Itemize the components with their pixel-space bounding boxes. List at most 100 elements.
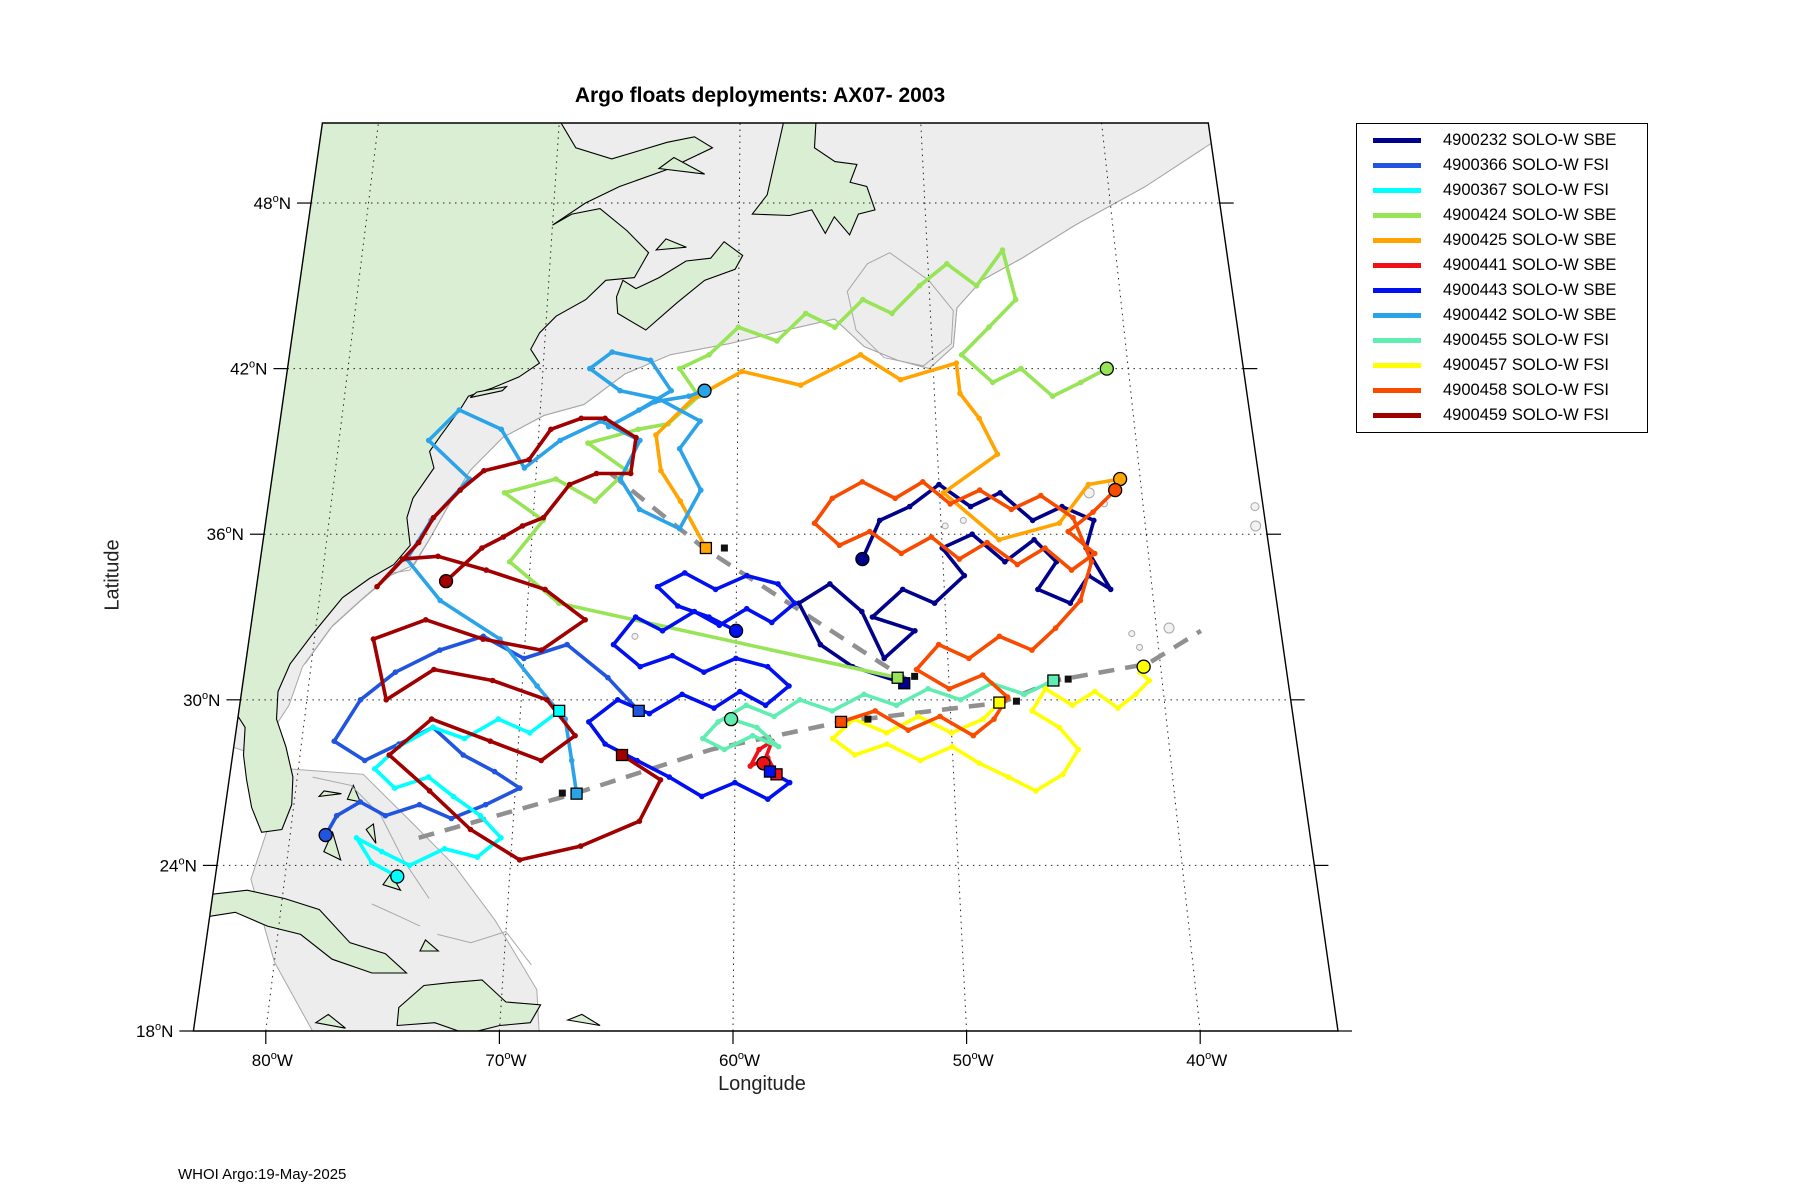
land-polygon: [615, 240, 744, 331]
legend-label: 4900424 SOLO-W SBE: [1443, 206, 1617, 224]
legend-item-4900425: 4900425 SOLO-W SBE: [1357, 228, 1647, 253]
legend-label: 4900232 SOLO-W SBE: [1443, 131, 1617, 149]
deploy-marker-4900458: [834, 715, 848, 729]
legend-box: 4900232 SOLO-W SBE 4900366 SOLO-W FSI 4900…: [1356, 123, 1648, 433]
bathymetry-contour: [304, 569, 410, 665]
bathymetry-contour: [371, 903, 421, 927]
legend-item-4900458: 4900458 SOLO-W FSI: [1357, 378, 1647, 403]
deploy-marker-4900443: [763, 765, 777, 778]
ship-deploy-mark: [1012, 697, 1020, 705]
land-polygon: [317, 790, 342, 798]
land-polygon: [365, 822, 377, 844]
legend-label: 4900455 SOLO-W FSI: [1443, 331, 1609, 349]
ship-deploy-mark: [911, 672, 919, 680]
last-position-marker-4900455: [723, 711, 739, 727]
ship-track-dashed: [418, 628, 1203, 840]
bathymetry-contour: [409, 147, 1205, 571]
deploy-marker-4900367: [553, 704, 566, 718]
x-axis-label: Longitude: [718, 1073, 806, 1095]
legend-label: 4900441 SOLO-W SBE: [1443, 256, 1617, 274]
last-position-marker-4900366: [318, 827, 333, 843]
legend-swatch-4900443: [1373, 288, 1421, 293]
legend-swatch-4900455: [1373, 338, 1421, 343]
svg-text:18oN: 18oN: [136, 1021, 173, 1041]
legend-item-4900232: 4900232 SOLO-W SBE: [1357, 128, 1647, 153]
last-position-marker-4900459: [438, 573, 454, 589]
ship-deploy-mark: [558, 789, 566, 797]
legend-item-4900455: 4900455 SOLO-W FSI: [1357, 328, 1647, 353]
svg-text:50oW: 50oW: [953, 1050, 994, 1070]
bathymetry-speck: [1250, 520, 1262, 532]
legend-swatch-4900458: [1373, 388, 1421, 393]
bathymetry-speck: [1128, 630, 1136, 638]
ship-deploy-mark: [720, 544, 728, 552]
deploy-marker-4900425: [699, 541, 713, 555]
legend-item-4900459: 4900459 SOLO-W FSI: [1357, 403, 1647, 428]
legend-swatch-4900425: [1373, 238, 1421, 243]
legend-swatch-4900457: [1373, 363, 1421, 368]
map-area: [193, 123, 1338, 1031]
legend-swatch-4900424: [1373, 213, 1421, 218]
legend-label: 4900367 SOLO-W FSI: [1443, 181, 1609, 199]
legend-label: 4900457 SOLO-W FSI: [1443, 356, 1609, 374]
legend-swatch-4900441: [1373, 263, 1421, 268]
graticule: [193, 123, 1338, 1031]
land-polygon: [654, 238, 687, 251]
land-polygon: [469, 385, 509, 399]
bathymetry-speck: [959, 516, 967, 524]
bathymetry-speck: [1136, 643, 1144, 651]
legend-label: 4900458 SOLO-W FSI: [1443, 381, 1609, 399]
float-track-4900367: [353, 708, 562, 880]
bathymetry-speck: [631, 632, 639, 640]
last-position-marker-4900442: [697, 383, 712, 398]
float-track-4900443: [586, 570, 798, 802]
svg-text:70oW: 70oW: [485, 1050, 526, 1070]
land-polygon: [396, 979, 542, 1031]
page-title: Argo floats deployments: AX07- 2003: [574, 84, 946, 107]
svg-text:60oW: 60oW: [719, 1050, 760, 1070]
land-polygon: [657, 156, 705, 175]
legend-label: 4900459 SOLO-W FSI: [1443, 406, 1609, 424]
last-position-marker-4900458: [1108, 482, 1123, 498]
last-position-marker-4900457: [1136, 659, 1151, 674]
svg-text:24oN: 24oN: [160, 855, 197, 875]
deploy-marker-4900366: [632, 704, 645, 718]
ship-deploy-mark: [1064, 675, 1072, 683]
last-position-marker-4900232: [855, 551, 870, 567]
land-polygon: [751, 123, 876, 236]
land-polygon: [565, 1013, 601, 1027]
last-position-marker-4900443: [728, 623, 744, 638]
svg-text:40oW: 40oW: [1186, 1050, 1227, 1070]
svg-text:36oN: 36oN: [207, 524, 244, 544]
legend-swatch-4900442: [1373, 313, 1421, 318]
land-polygon: [193, 886, 408, 974]
legend-item-4900457: 4900457 SOLO-W FSI: [1357, 353, 1647, 378]
legend-item-4900442: 4900442 SOLO-W SBE: [1357, 303, 1647, 328]
legend-label: 4900442 SOLO-W SBE: [1443, 306, 1617, 324]
land-polygon: [419, 939, 440, 952]
svg-text:30oN: 30oN: [183, 690, 220, 710]
legend-item-4900441: 4900441 SOLO-W SBE: [1357, 253, 1647, 278]
deploy-marker-4900459: [615, 748, 629, 762]
footer-credit: WHOI Argo:19-May-2025: [178, 1166, 347, 1183]
legend-swatch-4900232: [1373, 138, 1421, 143]
axis-ticks: 48oN 42oN 36oN 30oN 24oN 18oN 80oW 70oW 60oW 50oW…: [136, 193, 1353, 1070]
bathymetry-contour: [312, 776, 430, 899]
land-polygon: [346, 783, 362, 803]
bathymetry-contour: [846, 252, 954, 367]
svg-text:48oN: 48oN: [254, 193, 291, 213]
deploy-marker-4900457: [993, 696, 1006, 709]
float-track-4900459: [370, 415, 664, 863]
ship-deploy-mark: [864, 715, 872, 723]
legend-label: 4900443 SOLO-W SBE: [1443, 281, 1617, 299]
deploy-marker-4900455: [1047, 674, 1060, 687]
bathymetry-speck: [1163, 622, 1175, 634]
land-polygon: [323, 830, 342, 861]
bathymetry-contour: [437, 931, 532, 966]
land-polygon: [193, 123, 714, 833]
svg-text:80oW: 80oW: [252, 1050, 293, 1070]
last-position-marker-4900424: [1099, 361, 1114, 376]
svg-text:42oN: 42oN: [230, 359, 267, 379]
